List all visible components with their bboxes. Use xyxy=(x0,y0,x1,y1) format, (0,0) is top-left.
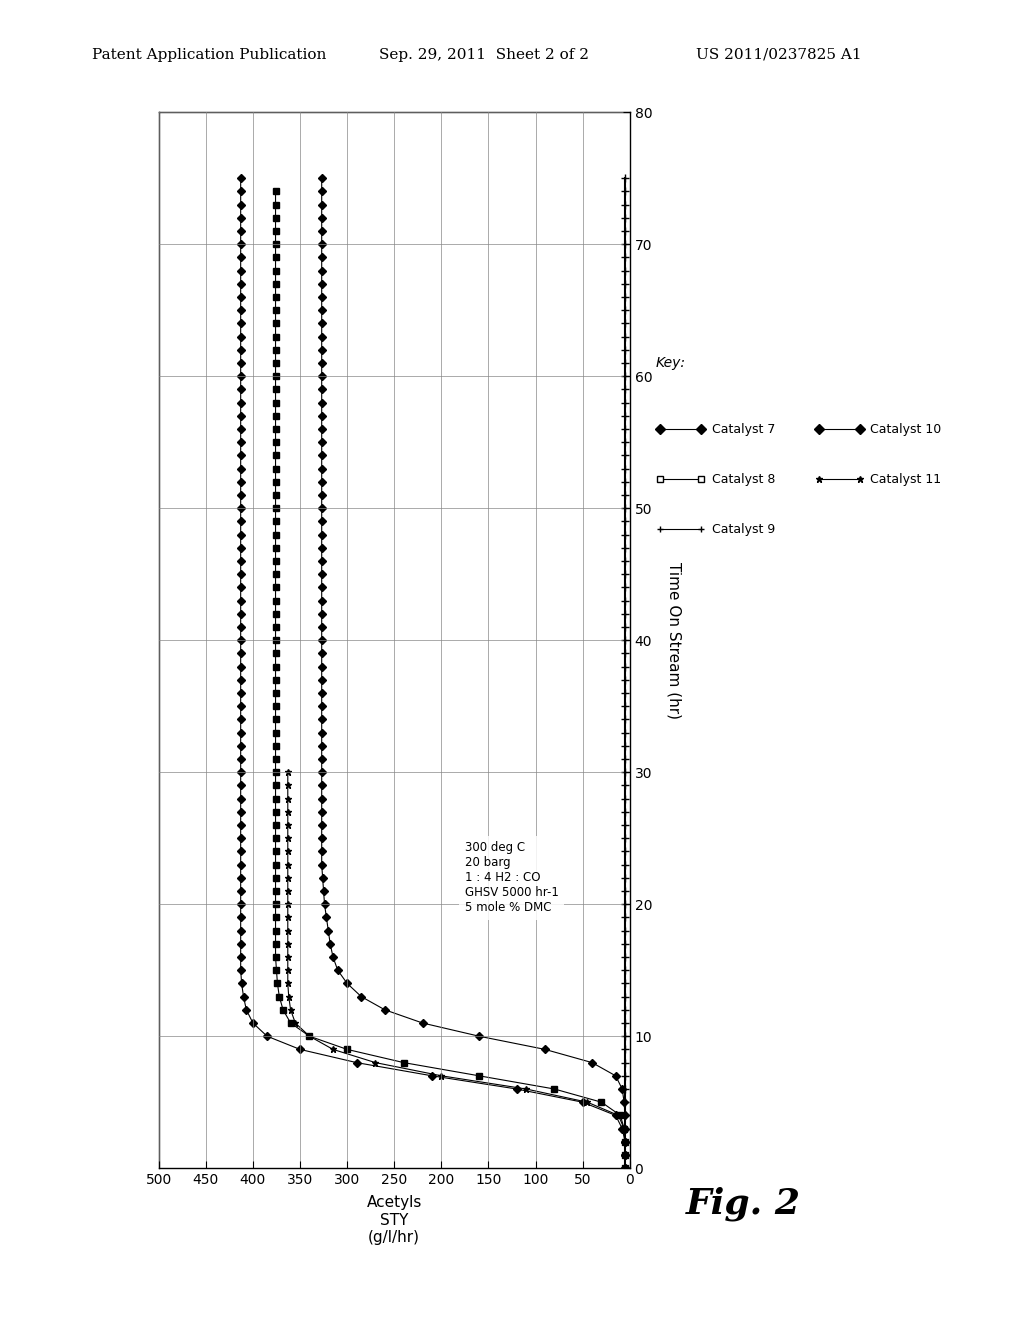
Catalyst 9 xyxy=(282,817,294,833)
Catalyst 9 xyxy=(282,843,294,859)
Catalyst 7 xyxy=(618,1160,631,1176)
Text: Fig. 2: Fig. 2 xyxy=(686,1187,801,1221)
Catalyst 9 xyxy=(282,896,294,912)
Catalyst 9 xyxy=(282,923,294,939)
Catalyst 10 xyxy=(315,500,328,516)
Catalyst 9 xyxy=(582,1094,594,1110)
Catalyst 7 xyxy=(234,645,247,661)
Catalyst 11 xyxy=(618,645,631,661)
Catalyst 9 xyxy=(282,883,294,899)
Catalyst 8 xyxy=(269,395,282,411)
Text: Catalyst 9: Catalyst 9 xyxy=(712,523,775,536)
Catalyst 7 xyxy=(234,817,247,833)
Text: Sep. 29, 2011  Sheet 2 of 2: Sep. 29, 2011 Sheet 2 of 2 xyxy=(379,48,589,62)
Catalyst 11 xyxy=(618,527,631,543)
Catalyst 11 xyxy=(618,368,631,384)
Catalyst 10 xyxy=(315,645,328,661)
Catalyst 9 xyxy=(618,1134,631,1150)
Catalyst 9 xyxy=(282,764,294,780)
Catalyst 11 xyxy=(618,817,631,833)
Catalyst 8 xyxy=(269,421,282,437)
Catalyst 9 xyxy=(618,1147,631,1163)
Catalyst 9 xyxy=(289,1015,301,1031)
Catalyst 9 xyxy=(370,1055,382,1071)
Y-axis label: Time On Stream (hr): Time On Stream (hr) xyxy=(667,562,681,718)
Catalyst 10 xyxy=(315,170,328,186)
Text: Catalyst 11: Catalyst 11 xyxy=(870,473,941,486)
Catalyst 7 xyxy=(234,368,247,384)
Catalyst 9 xyxy=(618,1160,631,1176)
Text: Catalyst 10: Catalyst 10 xyxy=(870,422,942,436)
Catalyst 7 xyxy=(234,527,247,543)
Catalyst 8 xyxy=(618,1160,631,1176)
Catalyst 9 xyxy=(617,1121,630,1137)
Catalyst 9 xyxy=(282,949,294,965)
Catalyst 9 xyxy=(282,936,294,952)
Catalyst 8 xyxy=(269,183,282,199)
Catalyst 9 xyxy=(327,1041,339,1057)
Catalyst 7 xyxy=(234,170,247,186)
Catalyst 9 xyxy=(282,870,294,886)
Catalyst 9 xyxy=(282,804,294,820)
Line: Catalyst 11: Catalyst 11 xyxy=(621,174,629,1172)
Catalyst 11 xyxy=(618,1068,631,1084)
Catalyst 8 xyxy=(269,355,282,371)
Catalyst 9 xyxy=(282,975,294,991)
Line: Catalyst 8: Catalyst 8 xyxy=(272,189,628,1171)
Catalyst 9 xyxy=(520,1081,532,1097)
Catalyst 11 xyxy=(618,1160,631,1176)
Catalyst 9 xyxy=(612,1107,625,1123)
Catalyst 9 xyxy=(282,777,294,793)
Catalyst 9 xyxy=(282,857,294,873)
Catalyst 10 xyxy=(315,368,328,384)
Catalyst 10 xyxy=(609,1068,622,1084)
Catalyst 9 xyxy=(282,791,294,807)
Catalyst 8 xyxy=(269,381,282,397)
Catalyst 9 xyxy=(435,1068,447,1084)
Catalyst 10 xyxy=(315,527,328,543)
Catalyst 7 xyxy=(426,1068,438,1084)
Catalyst 8 xyxy=(548,1081,560,1097)
Catalyst 9 xyxy=(285,1002,297,1018)
Text: US 2011/0237825 A1: US 2011/0237825 A1 xyxy=(696,48,862,62)
Catalyst 8 xyxy=(269,289,282,305)
Text: Patent Application Publication: Patent Application Publication xyxy=(92,48,327,62)
Catalyst 9 xyxy=(282,909,294,925)
Catalyst 9 xyxy=(282,830,294,846)
Text: 300 deg C
20 barg
1 : 4 H2 : CO
GHSV 5000 hr-1
5 mole % DMC: 300 deg C 20 barg 1 : 4 H2 : CO GHSV 500… xyxy=(465,841,559,915)
Catalyst 11 xyxy=(618,500,631,516)
Line: Catalyst 7: Catalyst 7 xyxy=(238,176,628,1171)
Line: Catalyst 10: Catalyst 10 xyxy=(318,176,628,1171)
Line: Catalyst 9: Catalyst 9 xyxy=(285,768,629,1172)
Catalyst 10 xyxy=(618,1160,631,1176)
Text: Key:: Key: xyxy=(655,356,685,371)
Catalyst 11 xyxy=(618,170,631,186)
Catalyst 9 xyxy=(303,1028,315,1044)
X-axis label: Acetyls
STY
(g/l/hr): Acetyls STY (g/l/hr) xyxy=(367,1196,422,1245)
Catalyst 7 xyxy=(234,500,247,516)
Text: Catalyst 7: Catalyst 7 xyxy=(712,422,775,436)
Catalyst 9 xyxy=(282,962,294,978)
Text: Catalyst 8: Catalyst 8 xyxy=(712,473,775,486)
Catalyst 10 xyxy=(315,817,328,833)
Catalyst 9 xyxy=(283,989,295,1005)
